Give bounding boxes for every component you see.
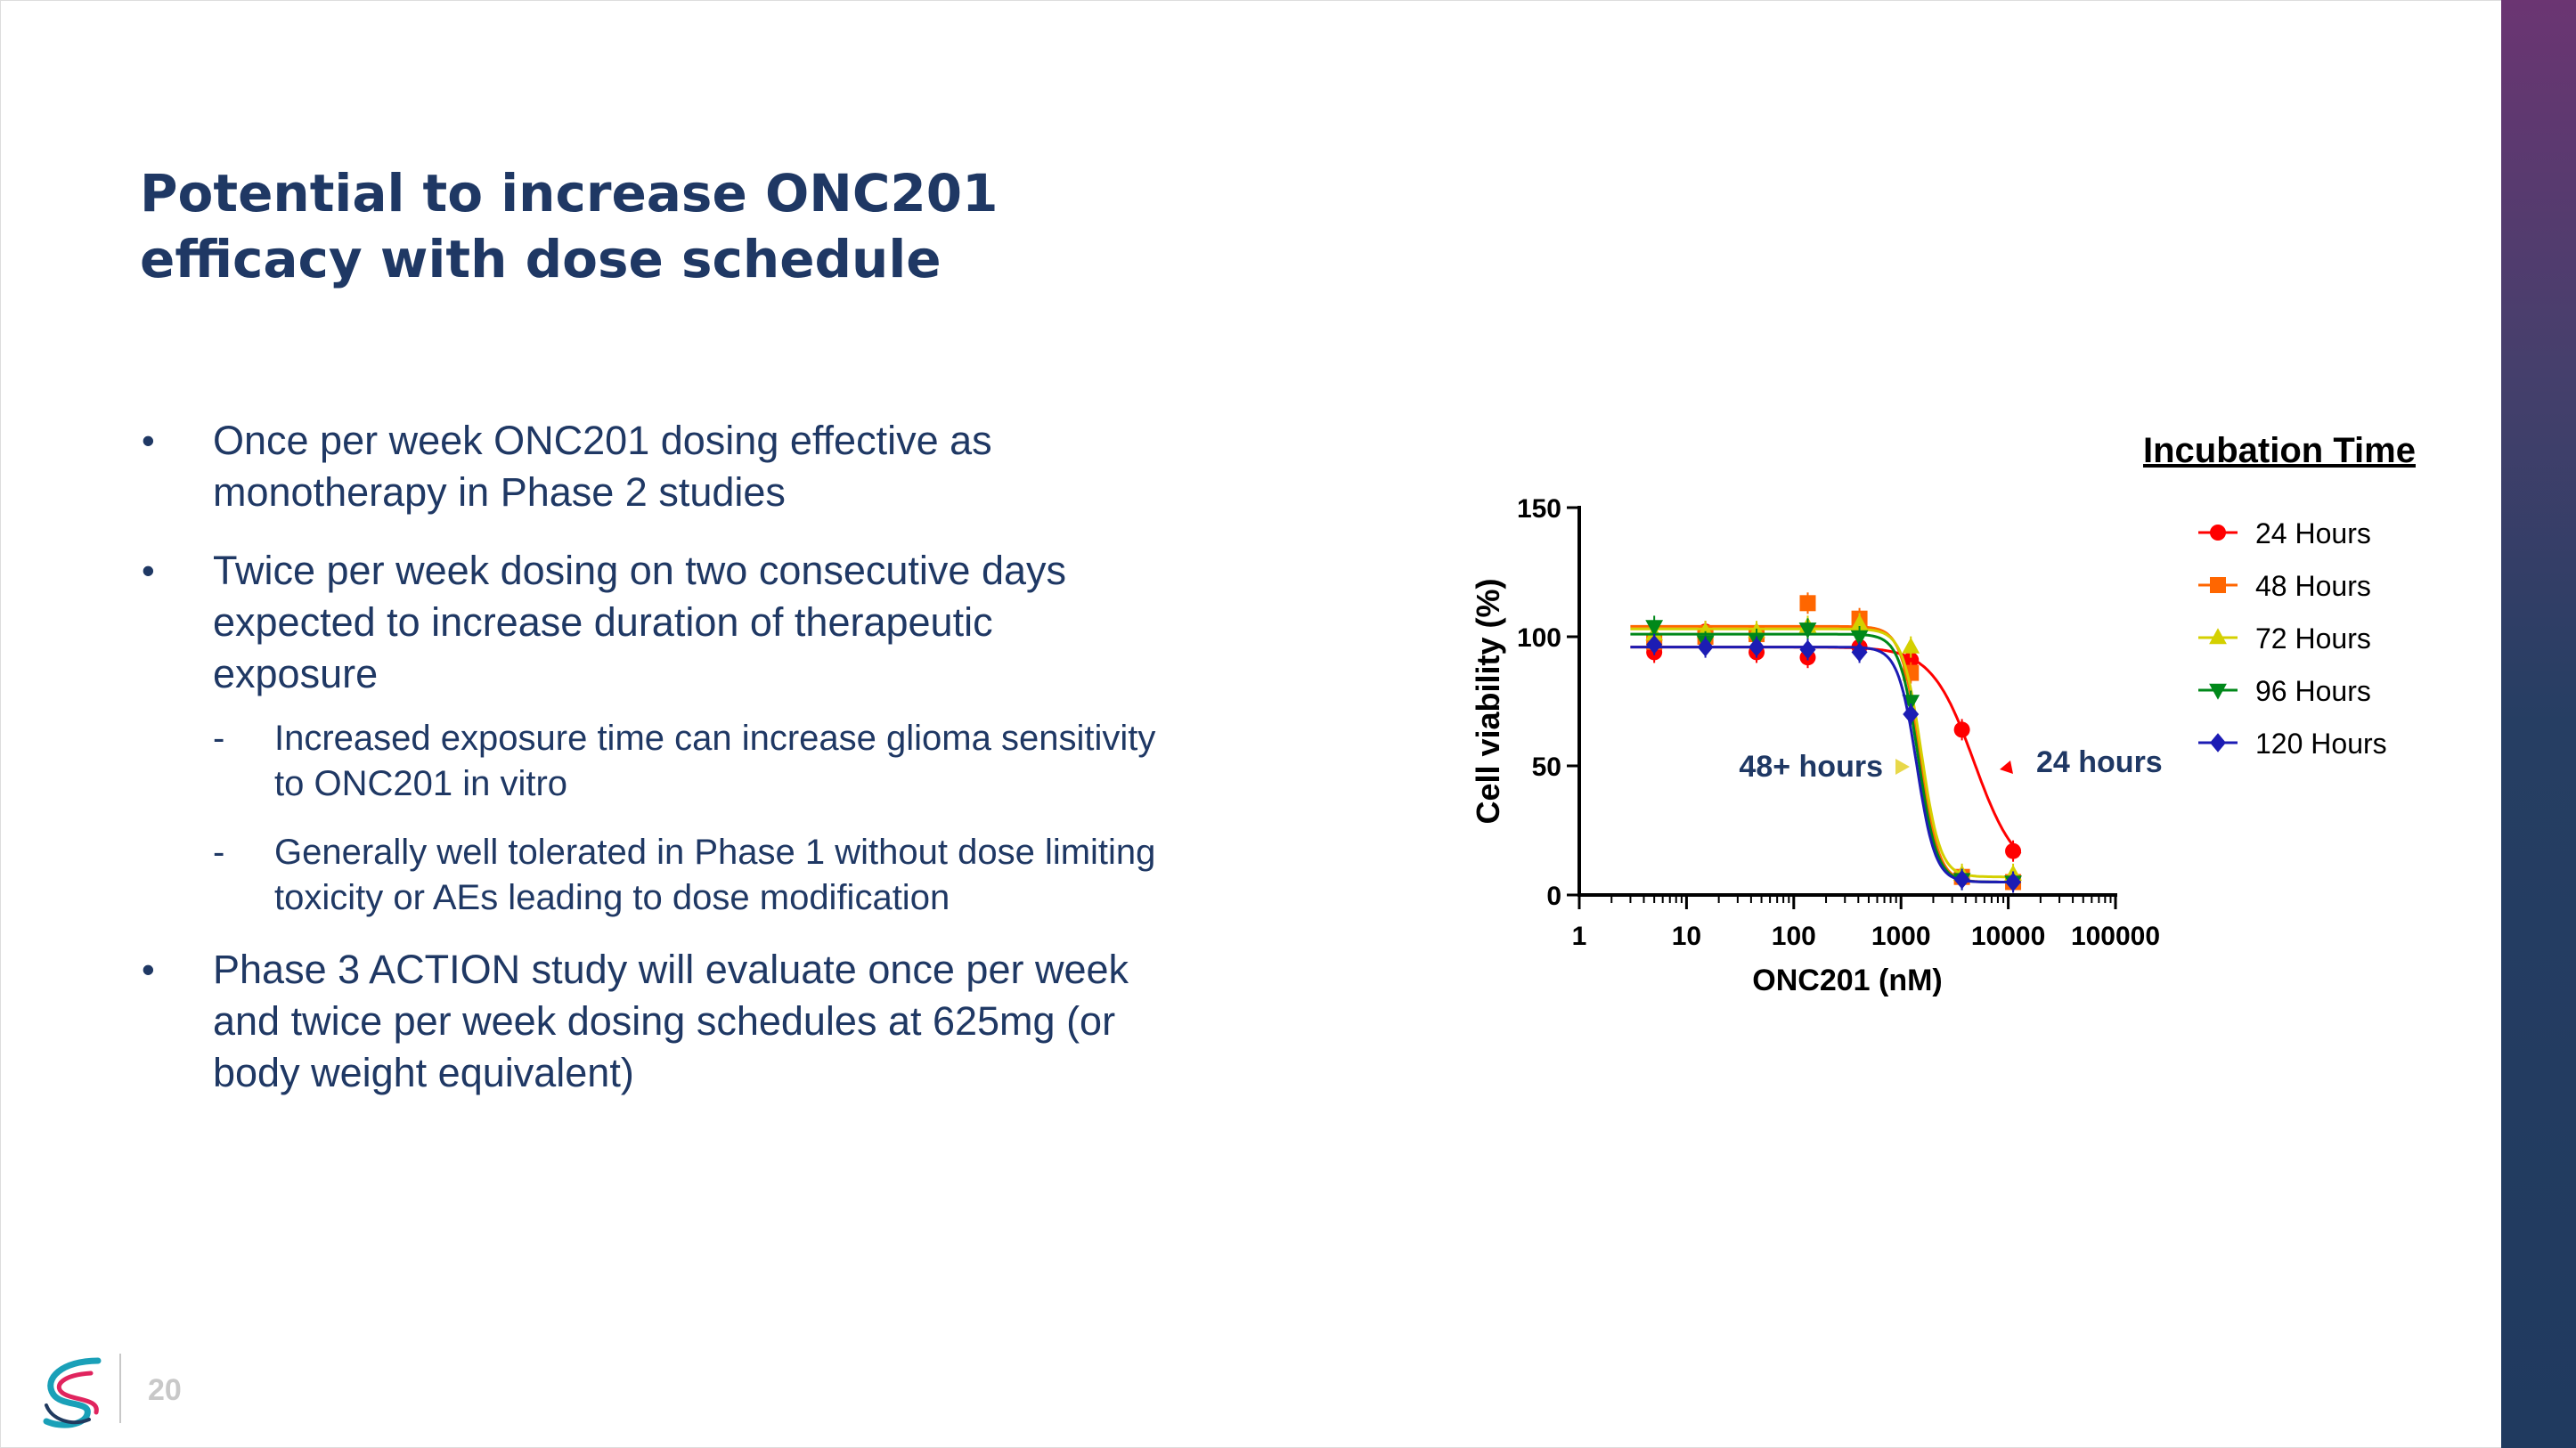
data-point-24-hours: [1953, 721, 1970, 738]
legend-title: Incubation Time: [2143, 431, 2416, 470]
sub-bullet-tolerability: - Generally well tolerated in Phase 1 wi…: [140, 830, 1244, 921]
bullet-text-line: expected to increase duration of therape…: [213, 599, 993, 645]
data-point-120-hours: [1749, 637, 1765, 657]
fit-curve-72-hours: [1630, 627, 2021, 879]
x-tick-label: 100: [1772, 922, 1816, 951]
bullet-marker: •: [142, 549, 155, 591]
legend-label: 48 Hours: [2255, 570, 2371, 602]
x-tick-label: 10000: [1971, 922, 2045, 951]
page-title: Potential to increase ONC201 efficacy wi…: [140, 160, 1253, 292]
sub-bullet-text-line: to ONC201 in vitro: [274, 764, 568, 803]
legend-marker: [2210, 525, 2226, 541]
bullet-marker: •: [142, 948, 155, 990]
data-point-96-hours: [1798, 622, 1817, 639]
bullet-text-line: and twice per week dosing schedules at 6…: [213, 998, 1116, 1044]
sub-bullet-marker: -: [213, 719, 225, 758]
x-tick-label: 1000: [1871, 922, 1931, 951]
bullet-item-phase3-action: • Phase 3 ACTION study will evaluate onc…: [140, 944, 1244, 1099]
data-point-120-hours: [1953, 869, 1970, 890]
sub-bullet-exposure-time: - Increased exposure time can increase g…: [140, 716, 1244, 807]
data-point-24-hours: [2005, 842, 2022, 859]
data-point-96-hours: [1902, 695, 1920, 712]
legend-label: 120 Hours: [2255, 728, 2387, 760]
sub-bullet-text-line: Generally well tolerated in Phase 1 with…: [274, 833, 1156, 872]
legend-marker: [2209, 628, 2227, 645]
legend-label: 96 Hours: [2255, 675, 2371, 707]
bullet-list: • Once per week ONC201 dosing effective …: [140, 415, 1244, 1126]
bullet-text-line: Phase 3 ACTION study will evaluate once …: [213, 947, 1129, 992]
data-point-120-hours: [1851, 642, 1868, 663]
legend-label: 72 Hours: [2255, 622, 2371, 655]
sub-bullet-marker: -: [213, 833, 225, 872]
bullet-marker: •: [142, 419, 155, 461]
y-tick-label: 0: [1546, 882, 1561, 911]
bullet-text-line: Twice per week dosing on two consecutive…: [213, 548, 1067, 593]
legend-marker: [2210, 577, 2226, 593]
title-line: efficacy with dose schedule: [140, 229, 942, 289]
x-axis-label: ONC201 (nM): [1752, 964, 1942, 997]
y-tick-label: 100: [1517, 623, 1561, 653]
legend-marker: [2209, 683, 2227, 700]
dose-response-chart: 1 10 100 1000 10000 100000 0 50 100 150 ONC201 (nM…: [1470, 494, 2387, 997]
company-logo: [43, 1357, 102, 1428]
data-point-24-hours: [1903, 652, 1920, 669]
legend-marker: [2210, 733, 2226, 752]
title-line: Potential to increase ONC201: [140, 163, 999, 224]
y-axis-label: Cell viability (%): [1470, 578, 1506, 824]
data-point-120-hours: [1646, 634, 1663, 655]
bullet-item-twice-weekly: • Twice per week dosing on two consecuti…: [140, 545, 1244, 700]
page-number: 20: [148, 1373, 182, 1407]
bullet-text-line: exposure: [213, 651, 379, 696]
y-tick-label: 150: [1517, 494, 1561, 524]
x-tick-label: 1: [1572, 922, 1587, 951]
sub-bullet-text-line: Increased exposure time can increase gli…: [274, 719, 1156, 758]
legend-label: 24 Hours: [2255, 517, 2371, 549]
annotation-arrow-48-plus: [1895, 759, 1910, 775]
footer-divider: [119, 1354, 121, 1423]
data-point-96-hours: [1850, 630, 1869, 647]
data-point-48-hours: [1799, 595, 1816, 612]
annotation-arrow-24: [2000, 761, 2013, 774]
x-tick-label: 100000: [2071, 922, 2160, 951]
data-point-72-hours: [1850, 614, 1869, 630]
data-point-120-hours: [1903, 704, 1920, 724]
bullet-text-line: body weight equivalent): [213, 1050, 634, 1095]
decorative-side-band: [2501, 0, 2576, 1448]
x-tick-label: 10: [1672, 922, 1701, 951]
data-point-72-hours: [1902, 637, 1920, 654]
y-tick-label: 50: [1532, 752, 1561, 782]
annotation-24-hours: 24 hours: [2036, 745, 2163, 779]
sub-bullet-text-line: toxicity or AEs leading to dose modifica…: [274, 878, 950, 917]
data-point-120-hours: [1697, 637, 1714, 657]
annotation-48-plus-hours: 48+ hours: [1739, 750, 1883, 784]
bullet-text-line: monotherapy in Phase 2 studies: [213, 469, 786, 515]
data-point-96-hours: [1645, 620, 1664, 637]
bullet-text-line: Once per week ONC201 dosing effective as: [213, 418, 992, 463]
bullet-item-monotherapy: • Once per week ONC201 dosing effective …: [140, 415, 1244, 518]
